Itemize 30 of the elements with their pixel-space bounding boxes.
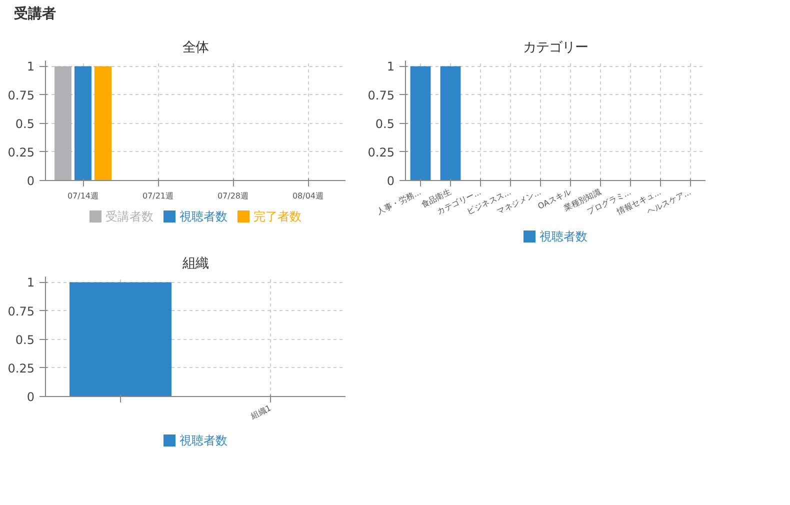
y-tick-label: 0.5 <box>15 332 35 347</box>
x-tick-label: 人事・労務... <box>376 187 422 216</box>
chart-title: 組織 <box>182 256 208 272</box>
legend-label: 視聴者数 <box>540 230 588 244</box>
y-tick-label: 0.75 <box>8 88 34 102</box>
y-tick-label: 0.25 <box>8 145 34 160</box>
x-tick-label: 組織1 <box>248 403 272 422</box>
y-tick-label: 0.5 <box>15 116 35 131</box>
chart-title: 全体 <box>182 40 208 56</box>
y-tick-label: 0.25 <box>368 145 394 160</box>
legend-label: 完了者数 <box>254 210 302 224</box>
x-tick-label: 07/21週 <box>142 192 174 200</box>
y-tick-label: 1 <box>26 60 35 74</box>
y-tick-label: 0 <box>26 174 35 188</box>
y-tick-label: 1 <box>386 60 395 74</box>
legend-label: 視聴者数 <box>180 434 228 448</box>
y-tick-label: 0.75 <box>368 88 394 102</box>
y-tick-label: 0.75 <box>8 304 34 318</box>
y-tick-label: 0 <box>386 174 395 188</box>
y-tick-label: 0 <box>26 390 35 404</box>
x-tick-label: 07/14週 <box>67 192 99 200</box>
chart-title: カテゴリー <box>523 40 588 56</box>
y-tick-label: 0.5 <box>375 116 395 131</box>
legend-label: 受講者数 <box>106 210 154 224</box>
y-tick-label: 0.25 <box>8 361 34 376</box>
text: 受講者 <box>14 5 56 24</box>
y-tick-label: 1 <box>26 276 35 290</box>
legend-label: 視聴者数 <box>180 210 228 224</box>
x-tick-label: 07/28週 <box>217 192 249 200</box>
x-tick-label: 08/04週 <box>292 192 324 200</box>
